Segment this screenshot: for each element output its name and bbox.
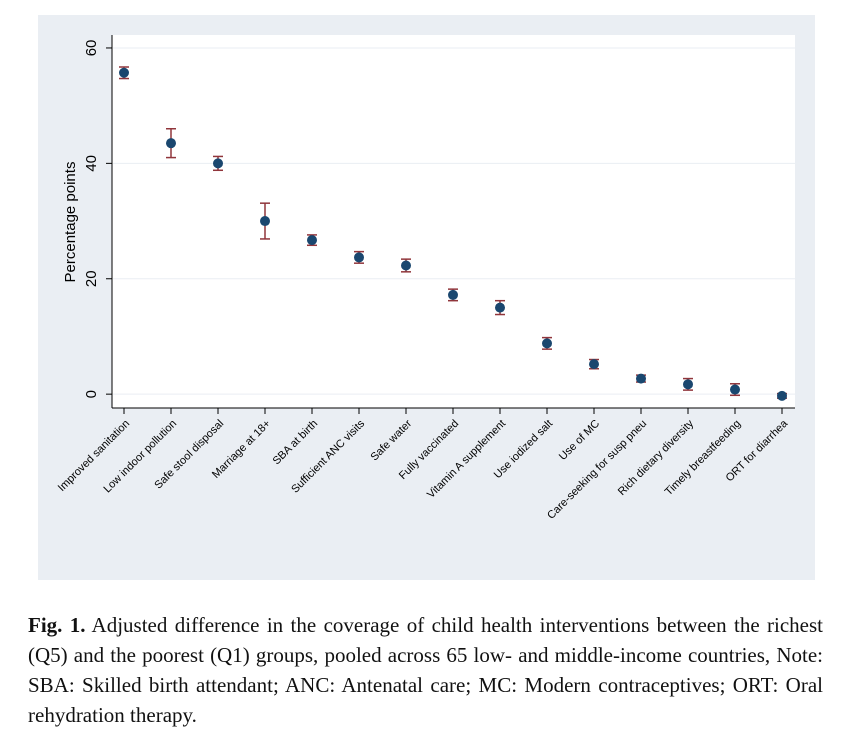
point xyxy=(448,289,458,300)
point xyxy=(260,216,270,227)
point xyxy=(354,252,364,263)
point xyxy=(542,338,552,349)
point xyxy=(636,373,646,384)
point xyxy=(495,302,505,313)
point xyxy=(119,67,129,78)
y-tick-label: 60 xyxy=(83,40,100,57)
caption-text: Adjusted difference in the coverage of c… xyxy=(28,613,824,727)
plot-area xyxy=(112,35,795,408)
y-axis-label: Percentage points xyxy=(62,162,79,283)
point xyxy=(307,235,317,246)
y-tick-label: 0 xyxy=(83,390,100,398)
point xyxy=(213,158,223,169)
y-tick-label: 40 xyxy=(83,155,100,172)
y-tick-label: 20 xyxy=(83,270,100,287)
caption-label: Fig. 1. xyxy=(28,613,86,637)
point xyxy=(730,384,740,395)
caption: Fig. 1. Adjusted difference in the covera… xyxy=(28,610,823,730)
point xyxy=(589,359,599,370)
point xyxy=(683,379,693,390)
point xyxy=(166,138,176,149)
point xyxy=(401,260,411,271)
point xyxy=(777,390,787,401)
